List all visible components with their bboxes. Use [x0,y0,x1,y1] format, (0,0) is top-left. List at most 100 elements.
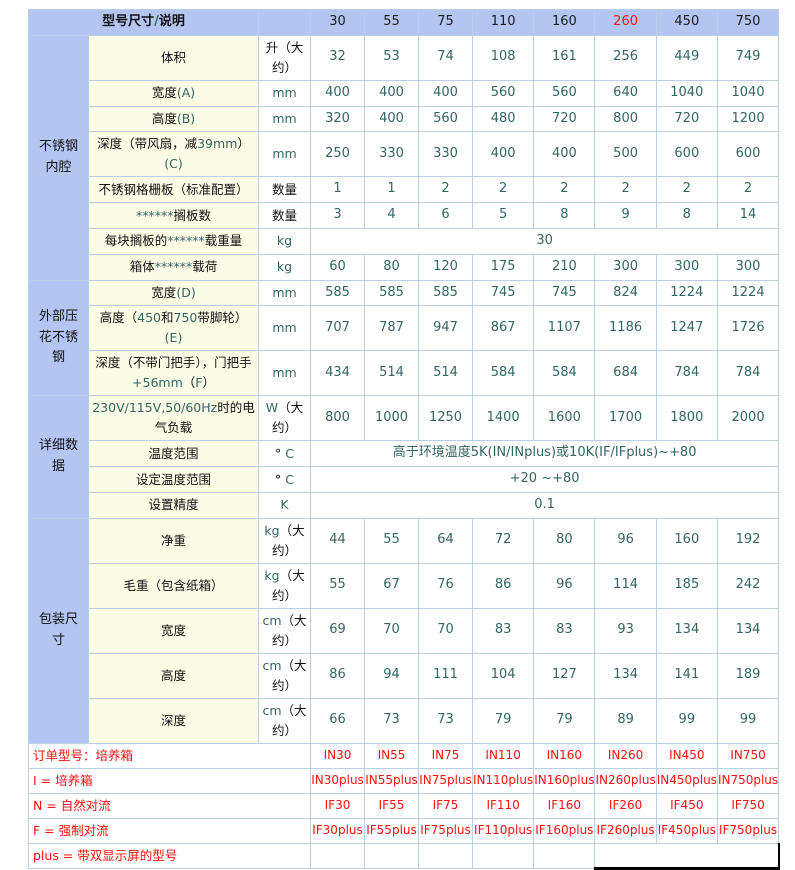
order-code-cell: IF110plus [471,817,535,844]
table-row: 毛重（包含纸箱） kg（大约） 55 67 76 86 96 114 185 242 [29,562,780,609]
value-cell: 330 [364,131,419,178]
unit-cell: mm [258,279,311,307]
order-code-cell: IF160 [533,792,596,819]
row-label: 每块搁板的******载重量 [88,227,259,255]
value-cell: 6 [418,202,473,229]
order-row-label: N = 自然对流 [28,792,311,819]
order-code-cell: IF55 [364,792,419,819]
section-label: 外部压花不锈钢 [28,279,89,397]
order-code-cell: IN110 [471,742,535,769]
value-cell: 8 [533,202,596,229]
unit-cell: mm [258,79,311,107]
order-row: plus = 带双显示屏的型号 [28,842,780,870]
order-code-cell: IN75 [418,742,473,769]
order-code-cell: IF30plus [310,817,365,844]
value-cell: 1 [364,176,419,204]
value-cell: 2 [471,176,535,204]
value-cell: 1040 [655,79,718,107]
value-cell: 44 [310,517,365,564]
value-cell: 400 [418,79,473,107]
order-row-label: plus = 带双显示屏的型号 [28,842,311,869]
value-cell: 400 [364,79,419,107]
row-label: 高度（450和750带脚轮）(E) [88,305,259,352]
value-cell: 4 [364,202,419,229]
value-cell: 67 [364,562,419,609]
row-label: 宽度(A) [88,79,259,107]
order-code-cell: IN30 [310,742,365,769]
value-cell: 89 [594,697,657,744]
value-cell: 96 [533,562,596,609]
value-cell: 600 [655,131,718,178]
value-cell: 584 [471,350,535,397]
order-code-cell: IN450plus [655,767,718,794]
model-column-header: 30 [310,9,365,36]
value-cell: 8 [655,202,718,229]
value-cell: 66 [310,697,365,744]
value-cell: 867 [471,305,535,352]
value-cell: 86 [471,562,535,609]
value-cell: 134 [716,607,780,654]
order-code-cell: IF30 [310,792,365,819]
value-cell: 1726 [716,305,780,352]
value-cell: 824 [594,279,657,307]
order-code-cell: IF750plus [716,817,780,844]
model-column-header: 750 [716,9,780,36]
value-cell: 93 [594,607,657,654]
order-code-cell: IN110plus [471,767,535,794]
model-column-header: 260 [594,9,657,36]
section-label: 不锈钢内腔 [28,34,89,281]
merged-value-cell: 30 [309,227,780,255]
empty-cell [533,842,596,869]
value-cell: 300 [594,253,657,281]
row-label: 净重 [88,517,259,564]
header-row: 型号尺寸/说明 30 55 75 110 160 260 450 750 [28,9,780,36]
section-label: 详细数据 [28,395,89,519]
value-cell: 3 [310,202,365,229]
model-column-header: 75 [418,9,473,36]
order-code-cell: IF110 [471,792,535,819]
table-row: ******搁板数 数量 3 4 6 5 8 9 8 14 [29,202,780,229]
value-cell: 80 [364,253,419,281]
row-label: 深度（不带门把手），门把手+56mm（F） [88,350,259,397]
value-cell: 1040 [716,79,780,107]
value-cell: 720 [655,105,718,133]
value-cell: 210 [533,253,596,281]
value-cell: 400 [471,131,535,178]
empty-cell [364,842,419,869]
unit-cell: mm [258,131,311,178]
section-label: 包装尺寸 [28,517,89,744]
value-cell: 514 [418,350,473,397]
value-cell: 86 [310,652,365,699]
value-cell: 1200 [716,105,780,133]
value-cell: 73 [364,697,419,744]
value-cell: 500 [594,131,657,178]
value-cell: 584 [533,350,596,397]
model-column-header: 110 [471,9,535,36]
value-cell: 1 [310,176,365,204]
order-code-cell: IN160plus [533,767,596,794]
order-row-label: F = 强制对流 [28,817,311,844]
value-cell: 800 [594,105,657,133]
unit-cell: kg（大约） [258,517,311,564]
row-label: ******搁板数 [88,202,259,229]
row-label: 宽度 [88,607,259,654]
value-cell: 514 [364,350,419,397]
value-cell: 55 [364,517,419,564]
value-cell: 5 [471,202,535,229]
value-cell: 320 [310,105,365,133]
value-cell: 560 [533,79,596,107]
value-cell: 1224 [716,279,780,307]
table-row: 宽度(A) mm 400 400 400 560 560 640 1040 1040 [29,79,780,107]
value-cell: 400 [364,105,419,133]
table-row: 外部压花不锈钢 宽度(D) mm 585 585 585 745 745 824 1224 1224 [28,279,780,397]
value-cell: 1247 [655,305,718,352]
spec-table: 型号尺寸/说明 30 55 75 110 160 260 450 750 不锈钢内腔 体积 升（大约）… [28,9,780,870]
order-code-cell: IF160plus [533,817,596,844]
value-cell: 330 [418,131,473,178]
table-row: 不锈钢格栅板（标准配置） 数量 1 1 2 2 2 2 2 2 [29,176,780,204]
value-cell: 1800 [655,395,718,442]
value-cell: 111 [418,652,473,699]
value-cell: 64 [418,517,473,564]
table-row: 设置精度 K 0.1 [29,491,780,519]
value-cell: 127 [533,652,596,699]
